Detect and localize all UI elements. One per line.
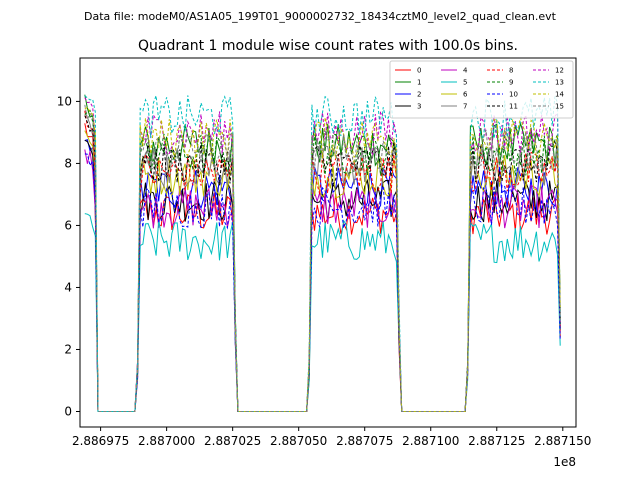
legend-label: 1 [417,79,421,87]
series-line-9 [84,109,561,412]
legend-label: 12 [555,67,564,75]
suptitle: Data file: modeM0/AS1A05_199T01_90000027… [84,10,557,23]
x-tick-label: 2.887000 [138,434,195,448]
y-tick-label: 0 [64,404,72,418]
series-line-11 [84,115,561,412]
legend-label: 8 [509,67,513,75]
legend-label: 15 [555,103,564,111]
legend-label: 9 [509,79,513,87]
legend-label: 7 [463,103,467,111]
legend-label: 2 [417,91,421,99]
y-tick-label: 10 [57,94,72,108]
x-tick-label: 2.887025 [204,434,261,448]
series-layer [84,94,561,412]
x-offset-label: 1e8 [553,455,576,469]
y-tick-label: 4 [64,280,72,294]
series-line-5 [84,213,561,412]
x-tick-label: 2.887100 [402,434,459,448]
x-axis: 2.886975 2.887000 2.887025 2.887050 2.887075… [72,427,591,448]
legend-box [389,60,574,119]
legend-label: 6 [463,91,468,99]
series-line-1 [84,94,561,412]
series-line-14 [84,106,561,412]
series-line-8 [84,110,561,412]
chart-title: Quadrant 1 module wise count rates with … [138,38,518,54]
y-tick-label: 6 [64,218,72,232]
x-tick-label: 2.887150 [534,434,591,448]
legend-label: 14 [555,91,564,99]
series-line-2 [84,139,561,412]
legend-label: 0 [417,67,421,75]
plot-frame [79,57,577,428]
series-line-10 [84,153,561,412]
legend-label: 3 [417,103,421,111]
legend-label: 10 [509,91,518,99]
x-tick-label: 2.886975 [72,434,129,448]
y-tick-label: 8 [64,156,72,170]
x-tick-label: 2.887125 [468,434,525,448]
legend-label: 11 [509,103,518,111]
legend-label: 4 [463,67,468,75]
legend-label: 5 [463,79,467,87]
y-axis: 0 2 4 6 8 10 [57,94,80,418]
x-tick-label: 2.887075 [336,434,393,448]
series-line-13 [84,95,561,412]
x-tick-label: 2.887050 [270,434,327,448]
series-line-15 [84,104,561,412]
y-tick-label: 2 [64,342,72,356]
legend-label: 13 [555,79,564,87]
